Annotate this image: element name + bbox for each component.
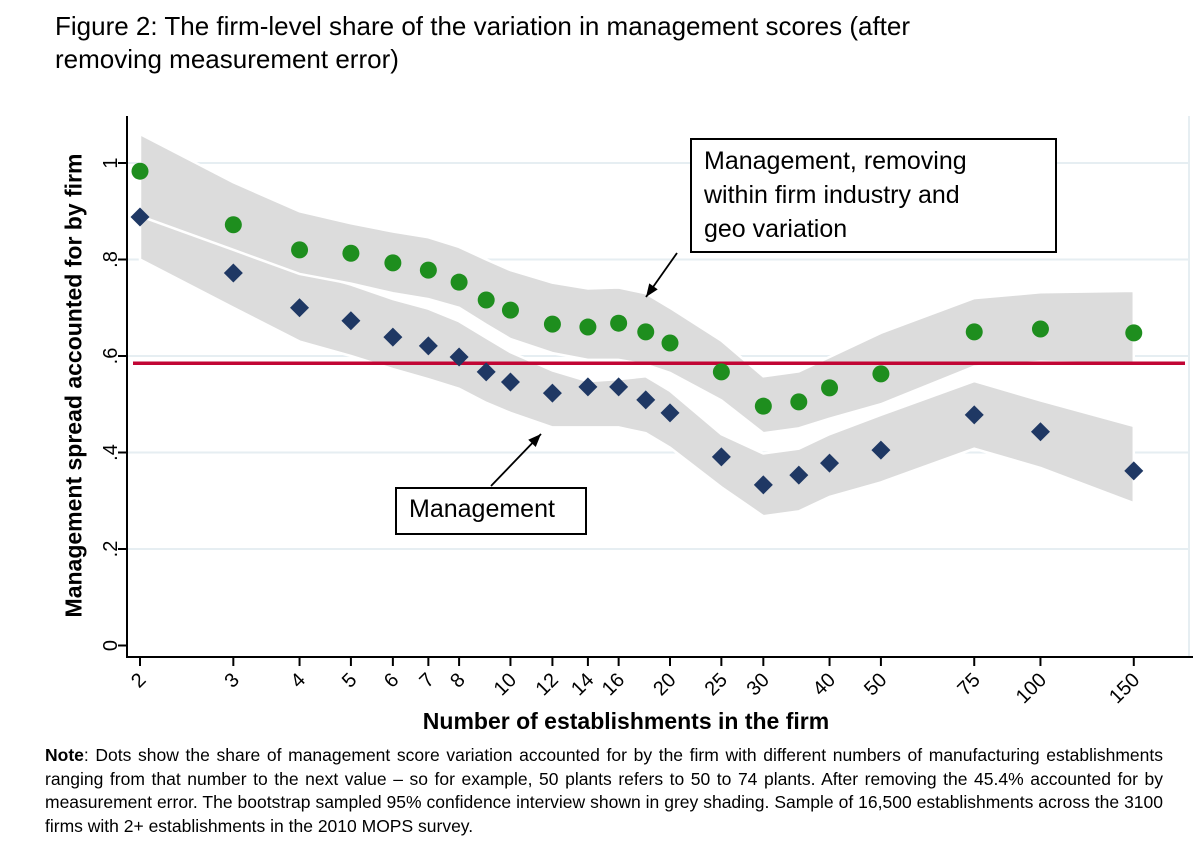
y-tick-label: 1: [100, 157, 122, 168]
figure-title-line-2: removing measurement error): [55, 44, 399, 74]
x-tick-label: 3: [220, 669, 243, 692]
figure-title-line-1: Figure 2: The firm-level share of the va…: [55, 11, 911, 41]
x-tick-label: 40: [809, 669, 840, 700]
data-point-diamond: [609, 377, 629, 397]
x-tick-label: 150: [1105, 669, 1144, 708]
annotation-box-management: Management: [395, 487, 587, 535]
data-point-diamond: [711, 447, 731, 467]
x-tick-label: 7: [415, 669, 438, 692]
x-tick-label: 8: [446, 669, 469, 692]
data-point-circle: [1125, 324, 1143, 342]
x-tick-label: 5: [338, 669, 361, 692]
x-tick-label: 4: [287, 669, 310, 692]
y-tick-label: .4: [100, 444, 122, 461]
data-point-diamond: [290, 298, 310, 318]
series-management-diamonds: [130, 207, 1144, 495]
note-label: Note: [45, 745, 84, 765]
x-axis-ticks: 2 3 4 5 6 7 8 10 12 14 16 20 25 30 40 50 75 100 150: [127, 657, 1144, 708]
data-point-circle: [872, 365, 890, 383]
x-tick-label: 10: [490, 669, 521, 700]
data-point-diamond: [418, 336, 438, 356]
data-point-diamond: [341, 311, 361, 331]
data-point-diamond: [789, 465, 809, 485]
data-point-diamond: [1124, 461, 1144, 481]
data-point-circle: [342, 244, 360, 262]
y-axis-ticks: 0 .2 .4 .6 .8 1: [100, 157, 127, 651]
data-point-diamond: [636, 390, 656, 410]
data-point-circle: [821, 379, 839, 397]
y-tick-label: .6: [100, 348, 122, 365]
data-point-diamond: [542, 383, 562, 403]
annotation-line: Management: [409, 495, 555, 523]
y-tick-label: 0: [100, 640, 122, 651]
data-point-circle: [384, 254, 402, 272]
x-tick-label: 14: [567, 669, 598, 700]
band-management: [138, 177, 1136, 518]
y-axis-title: Management spread accounted for by firm: [60, 153, 87, 618]
data-point-circle: [712, 363, 730, 381]
data-point-circle: [291, 241, 309, 259]
data-point-circle: [450, 273, 468, 291]
x-tick-label: 16: [598, 669, 629, 700]
annotation-line: geo variation: [704, 215, 848, 243]
x-tick-label: 25: [701, 669, 732, 700]
data-point-circle: [754, 397, 772, 415]
data-point-diamond: [476, 362, 496, 382]
data-point-circle: [790, 393, 808, 411]
data-point-circle: [543, 315, 561, 333]
y-tick-label: .8: [100, 251, 122, 268]
x-tick-label: 30: [743, 669, 774, 700]
axes: [126, 116, 1193, 658]
data-point-circle: [637, 323, 655, 341]
data-point-circle: [661, 334, 679, 352]
x-tick-label: 75: [953, 669, 984, 700]
annotation-arrows: [490, 252, 678, 487]
data-point-diamond: [820, 453, 840, 473]
figure-note: Note: Dots show the share of management …: [45, 744, 1163, 838]
data-point-circle: [224, 216, 242, 234]
annotation-box-management-residual: Management, removing within firm industr…: [690, 138, 1057, 253]
x-tick-label: 20: [649, 669, 680, 700]
x-tick-label: 100: [1012, 669, 1051, 708]
annotation-line: within firm industry and: [704, 181, 960, 209]
x-axis-title: Number of establishments in the firm: [422, 708, 830, 734]
series-management-residual-dots: [131, 162, 1143, 415]
data-point-diamond: [660, 403, 680, 423]
x-tick-label: 6: [380, 669, 403, 692]
x-tick-label: 50: [860, 669, 891, 700]
data-point-circle: [579, 318, 597, 336]
data-point-diamond: [383, 327, 403, 347]
data-point-circle: [419, 261, 437, 279]
data-point-diamond: [578, 377, 598, 397]
note-text: : Dots show the share of management scor…: [45, 745, 1163, 836]
data-point-diamond: [753, 475, 773, 495]
data-point-diamond: [871, 440, 891, 460]
y-tick-label: .2: [100, 541, 122, 558]
data-point-diamond: [1030, 422, 1050, 442]
arrowhead: [528, 434, 541, 447]
x-tick-label: 2: [127, 669, 150, 692]
data-point-diamond: [130, 207, 150, 227]
data-point-diamond: [223, 263, 243, 283]
data-point-circle: [610, 314, 628, 332]
arrowhead: [646, 283, 658, 297]
data-point-circle: [965, 323, 983, 341]
data-point-circle: [131, 162, 149, 180]
x-tick-label: 12: [532, 669, 563, 700]
data-point-circle: [501, 301, 519, 319]
annotation-line: Management, removing: [704, 147, 967, 175]
data-point-diamond: [449, 347, 469, 367]
data-point-diamond: [500, 372, 520, 392]
data-point-circle: [477, 291, 495, 309]
chart-svg: 0.2.4.6.812 3 4 5 6 7 8 10 12 14 16 20 25 30 40 50 75 100…: [100, 116, 1193, 708]
figure-title: Figure 2: The firm-level share of the va…: [55, 10, 1165, 76]
data-point-diamond: [964, 405, 984, 425]
data-point-circle: [1031, 320, 1049, 338]
